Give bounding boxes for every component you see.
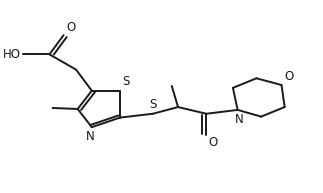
Text: N: N — [86, 130, 95, 143]
Text: N: N — [235, 113, 244, 126]
Text: O: O — [209, 136, 218, 149]
Text: O: O — [284, 70, 293, 83]
Text: O: O — [67, 21, 76, 34]
Text: S: S — [122, 75, 130, 88]
Text: HO: HO — [3, 48, 21, 61]
Text: S: S — [149, 98, 157, 111]
